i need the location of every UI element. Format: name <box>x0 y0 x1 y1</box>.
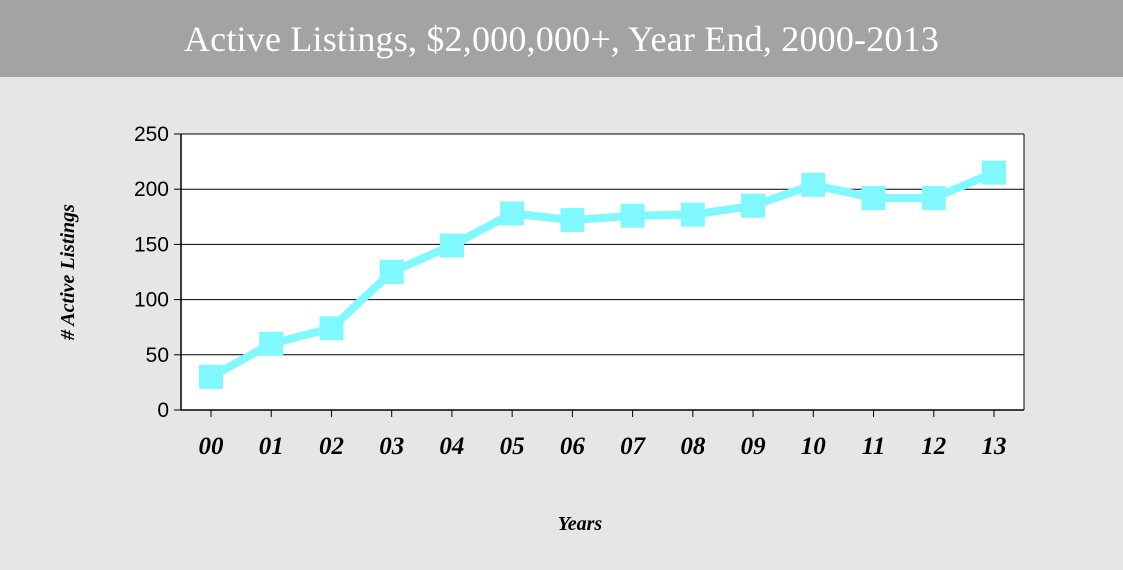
data-point <box>379 260 404 284</box>
y-tick-label: 250 <box>134 123 169 146</box>
series-markers <box>199 160 1006 389</box>
title-bar: Active Listings, $2,000,000+, Year End, … <box>0 0 1123 77</box>
data-point <box>741 193 766 218</box>
data-point <box>861 186 886 211</box>
x-tick-label: 08 <box>680 433 706 460</box>
x-tick-label: 01 <box>259 433 284 460</box>
y-tick-label: 200 <box>134 178 169 201</box>
x-tick-label: 06 <box>560 433 586 460</box>
x-tick-label: 03 <box>379 433 404 460</box>
x-tick-label: 11 <box>862 433 886 460</box>
y-tick-label: 150 <box>134 233 169 256</box>
x-tick-label: 12 <box>921 433 946 460</box>
chart-title: Active Listings, $2,000,000+, Year End, … <box>183 18 940 59</box>
y-tick-label: 100 <box>134 289 169 312</box>
x-tick-label: 00 <box>199 433 225 460</box>
data-point <box>560 208 585 233</box>
y-axis-ticks: 0 50 100 150 200 250 <box>134 123 181 422</box>
y-tick-label: 50 <box>146 344 169 367</box>
data-point <box>319 316 344 341</box>
data-point <box>500 201 525 226</box>
x-axis-ticks: 00 01 02 03 04 05 06 07 08 09 10 11 12 13 <box>199 410 1007 460</box>
data-point <box>620 203 645 228</box>
data-point <box>801 172 826 197</box>
y-axis-label: # Active Listings <box>57 204 79 341</box>
data-point <box>259 331 284 356</box>
x-tick-label: 10 <box>801 433 827 460</box>
x-tick-label: 04 <box>439 433 464 460</box>
data-point <box>680 202 705 227</box>
data-point <box>199 364 223 389</box>
x-axis-label: Years <box>558 513 603 535</box>
x-tick-label: 13 <box>982 433 1007 460</box>
data-point <box>982 160 1006 185</box>
data-point <box>439 233 464 258</box>
data-point <box>921 186 946 211</box>
x-tick-label: 05 <box>500 433 525 460</box>
x-tick-label: 09 <box>741 433 767 460</box>
axes <box>180 134 1025 411</box>
x-tick-label: 07 <box>620 433 647 460</box>
plot-area <box>181 134 1024 410</box>
y-tick-label: 0 <box>157 399 169 422</box>
x-tick-label: 02 <box>319 433 344 460</box>
